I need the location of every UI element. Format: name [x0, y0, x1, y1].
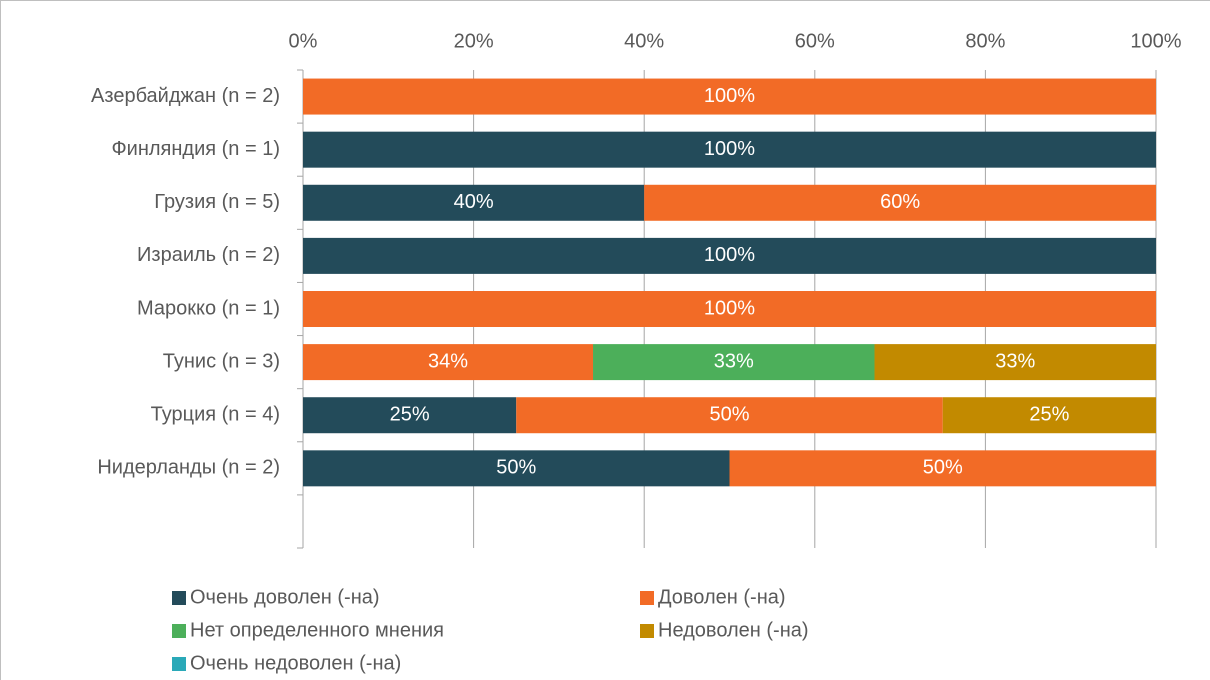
- data-label: 50%: [923, 457, 963, 479]
- legend-label: Недоволен (-на): [658, 619, 809, 641]
- x-tick-label: 40%: [624, 30, 664, 52]
- bar-segment: [874, 344, 1156, 381]
- bar-segment: [516, 397, 943, 434]
- legend-swatch: [640, 624, 654, 638]
- data-label: 100%: [704, 138, 755, 160]
- bar-segment: [303, 291, 1156, 327]
- bar-segment: [303, 78, 1156, 115]
- bar-segment: [303, 450, 730, 487]
- data-label: 33%: [995, 350, 1035, 372]
- y-tick-label: Турция (n = 4): [151, 404, 280, 426]
- bar-segment: [942, 397, 1156, 434]
- x-tick-label: 80%: [965, 30, 1005, 52]
- legend-label: Очень недоволен (-на): [190, 652, 401, 674]
- bar-segment: [729, 450, 1156, 487]
- data-label: 50%: [496, 457, 536, 479]
- data-label: 60%: [880, 191, 920, 213]
- bar-segment: [303, 344, 594, 381]
- y-tick-label: Тунис (n = 3): [163, 350, 280, 372]
- data-label: 40%: [454, 191, 494, 213]
- legend-swatch: [640, 591, 654, 605]
- legend-swatch: [172, 591, 186, 605]
- data-label: 34%: [428, 350, 468, 372]
- bar-segment: [303, 131, 1156, 168]
- x-tick-label: 60%: [795, 30, 835, 52]
- data-label: 100%: [704, 244, 755, 266]
- y-tick-label: Марокко (n = 1): [137, 297, 280, 319]
- y-tick-label: Финляндия (n = 1): [111, 138, 280, 160]
- data-label: 25%: [390, 404, 430, 426]
- bar-segment: [303, 397, 517, 434]
- y-tick-label: Азербайджан (n = 2): [91, 85, 280, 107]
- x-tick-label: 0%: [289, 30, 318, 52]
- bar-segment: [644, 184, 1156, 221]
- x-tick-label: 100%: [1130, 30, 1181, 52]
- data-label: 50%: [709, 404, 749, 426]
- legend-label: Доволен (-на): [658, 586, 786, 608]
- x-tick-label: 20%: [454, 30, 494, 52]
- data-label: 100%: [704, 85, 755, 107]
- legend-swatch: [172, 657, 186, 671]
- data-label: 100%: [704, 297, 755, 319]
- y-tick-label: Израиль (n = 2): [137, 244, 280, 266]
- data-label: 25%: [1029, 404, 1069, 426]
- data-label: 33%: [714, 350, 754, 372]
- bar-segment: [593, 344, 875, 381]
- bar-segment: [303, 184, 645, 221]
- y-tick-label: Грузия (n = 5): [154, 191, 280, 213]
- bar-segment: [303, 237, 1156, 274]
- legend-label: Нет определенного мнения: [190, 619, 444, 641]
- legend-label: Очень доволен (-на): [190, 586, 380, 608]
- y-tick-label: Нидерланды (n = 2): [97, 457, 280, 479]
- legend-swatch: [172, 624, 186, 638]
